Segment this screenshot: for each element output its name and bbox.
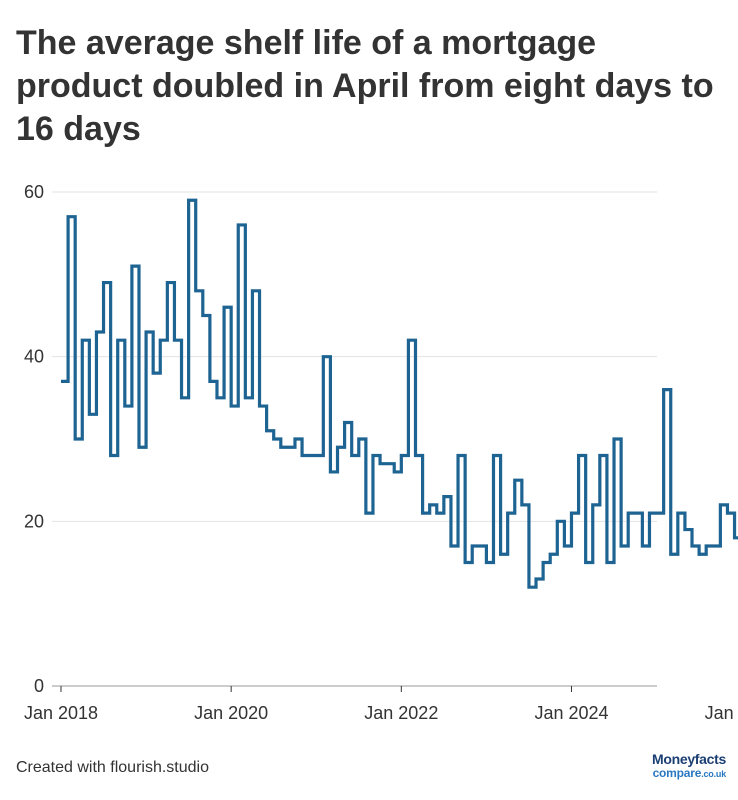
chart-title: The average shelf life of a mortgage pro…	[16, 24, 714, 148]
series-layer	[61, 198, 738, 589]
grid-lines	[52, 191, 657, 687]
x-tick-label: Jan 2020	[194, 703, 268, 723]
y-tick-label: 60	[24, 182, 44, 202]
x-axis-ticks: Jan 2018 Jan 2020 Jan 2022 Jan 2024 Jan 2026	[24, 686, 738, 723]
x-tick-label: Jan 2018	[24, 703, 98, 723]
logo-suffix: .co.uk	[701, 769, 726, 779]
y-tick-label: 0	[34, 676, 44, 696]
y-axis-ticks: 0 20 40 60	[24, 182, 44, 696]
logo-line1: Moneyfacts	[651, 751, 726, 767]
logo-line2: compare.co.uk	[636, 766, 727, 781]
y-tick-label: 40	[24, 347, 44, 367]
x-tick-label: Jan 2026	[705, 703, 738, 723]
x-tick-label: Jan 2022	[364, 703, 438, 723]
line-chart: 0 20 40 60 Jan 2018 Jan 2020 Jan 2022 Jan 2024…	[24, 182, 738, 723]
footer-credit[interactable]: Created with flourish.studio	[16, 759, 209, 776]
moneyfacts-logo[interactable]: Moneyfacts compare.co.uk	[636, 752, 726, 781]
series-line	[61, 198, 738, 589]
x-tick-label: Jan 2024	[534, 703, 608, 723]
logo-line2-text: compare	[652, 766, 702, 780]
y-tick-label: 20	[24, 511, 44, 531]
